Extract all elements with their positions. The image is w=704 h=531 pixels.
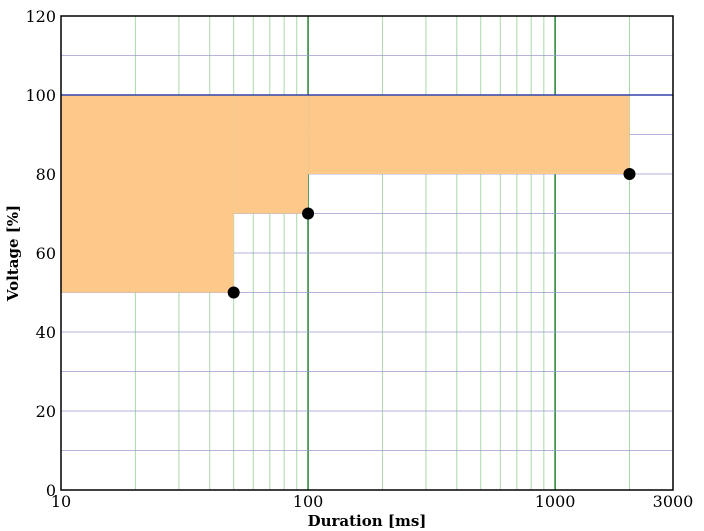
data-point [227,286,240,299]
y-tick-label: 0 [46,481,56,500]
data-points [227,168,636,299]
y-tick-label: 80 [36,165,56,184]
tolerance-area [61,95,630,293]
y-tick-label: 120 [25,7,56,26]
y-tick-label: 20 [36,402,56,421]
x-tick-label: 3000 [653,492,694,511]
y-tick-label: 40 [36,323,56,342]
fill-step [308,95,630,174]
plot-frame [60,15,674,491]
x-tick-label: 1000 [535,492,576,511]
data-point [623,168,636,180]
y-axis-label: Voltage [%] [4,205,22,302]
x-axis-label: Duration [ms] [308,512,427,530]
y-tick-labels: 0 20 40 60 80 100 120 [25,7,56,500]
fill-step [61,95,234,293]
data-point [302,207,315,220]
x-tick-label: 100 [293,492,324,511]
x-tick-label: 10 [51,492,71,511]
x-tick-labels: 10 100 1000 3000 [51,492,694,511]
y-tick-label: 60 [36,244,56,263]
fill-step [233,95,309,214]
y-tick-label: 100 [25,86,56,105]
